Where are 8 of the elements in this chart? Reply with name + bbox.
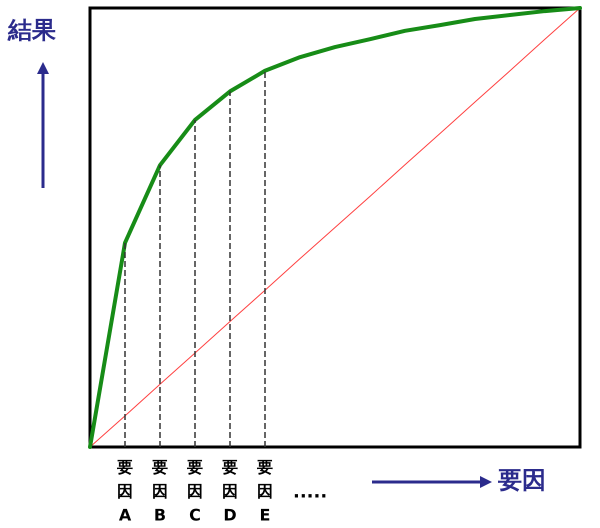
text: ..... bbox=[293, 482, 328, 502]
x-tick-label: 要因E bbox=[256, 458, 273, 524]
x-tick-label: 要因B bbox=[151, 458, 168, 524]
y-axis-title: 結果 bbox=[8, 15, 56, 46]
x-tick-label: 要因D bbox=[221, 458, 238, 524]
x-tick-label: 要因A bbox=[116, 458, 133, 524]
x-tick-label: 要因C bbox=[186, 458, 203, 524]
x-axis-title: 要因 bbox=[498, 465, 546, 496]
